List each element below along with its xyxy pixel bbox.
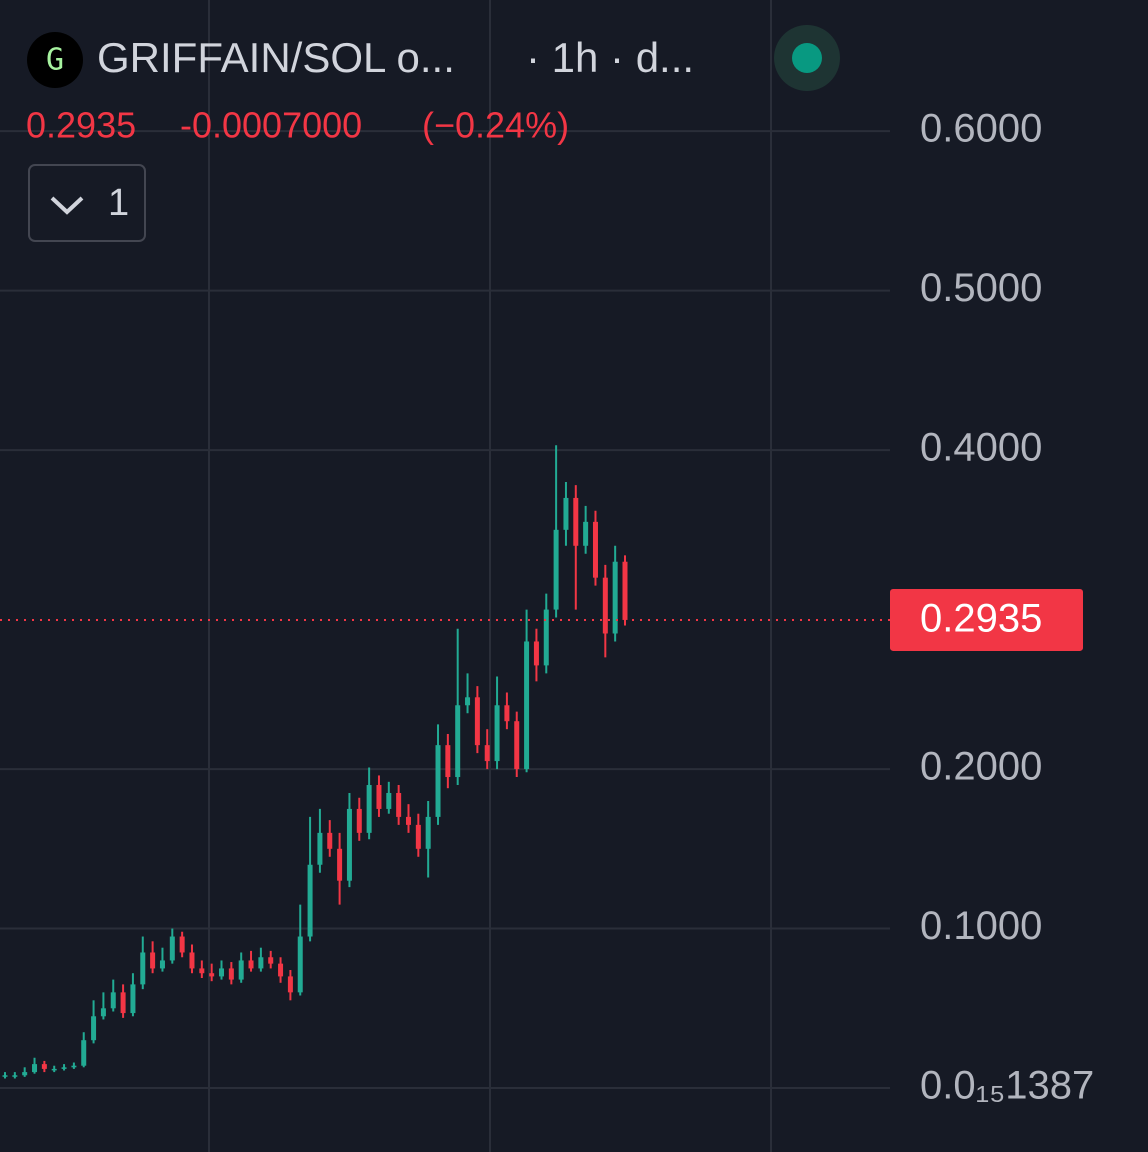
interval: · 1h · d...	[526, 34, 694, 81]
y-tick-label: 0.2000	[920, 745, 1042, 789]
candle-body	[51, 1068, 57, 1071]
candle-body	[356, 808, 362, 833]
candle-body	[327, 832, 333, 849]
price-change-percent: (−0.24%)	[422, 105, 569, 146]
candle-body	[238, 960, 244, 980]
candle-body	[228, 968, 234, 980]
candle-body	[524, 641, 530, 770]
candle-body	[219, 968, 225, 977]
candle-body	[415, 824, 421, 849]
candle-body	[435, 745, 441, 817]
candle-body	[297, 936, 303, 993]
candle-body	[110, 992, 116, 1009]
candle-body	[396, 792, 402, 817]
candle-body	[100, 1008, 106, 1017]
candle-body	[91, 1016, 97, 1041]
candle-body	[61, 1067, 67, 1069]
candle-body	[445, 745, 451, 778]
candle-body	[455, 705, 461, 778]
candle-body	[159, 960, 165, 969]
plot: 0.0₁₅1387 0.1000 0.2000 0.4000 0.5000 0.6000 0…	[0, 107, 1094, 1108]
candle-body	[199, 968, 205, 974]
y-tick-label: 0.5000	[920, 266, 1042, 310]
y-tick-label: 0.6000	[920, 107, 1042, 151]
candle-body	[494, 705, 500, 762]
candle-body	[543, 609, 549, 666]
candle-body	[209, 973, 215, 977]
candle-body	[366, 785, 372, 833]
candle-body	[533, 641, 539, 666]
candle-body	[41, 1064, 47, 1069]
candle-body	[268, 957, 274, 964]
price-change: -0.0007000	[180, 105, 362, 146]
candle-body	[484, 745, 490, 762]
y-tick-label: 0.1000	[920, 904, 1042, 948]
candle-body	[612, 561, 618, 634]
candle-body	[287, 976, 293, 993]
candle-body	[514, 721, 520, 770]
candle-body	[553, 529, 559, 610]
candle-body	[140, 952, 146, 985]
candle-body	[317, 832, 323, 865]
last-price: 0.2935	[26, 105, 136, 146]
candle-body	[307, 864, 313, 937]
candle-body	[474, 697, 480, 746]
candle-body	[189, 952, 195, 969]
candle-body	[425, 816, 431, 849]
chevron-icon	[50, 196, 84, 215]
status-dot	[792, 43, 822, 73]
candle-body	[504, 705, 510, 722]
candle-body	[346, 808, 352, 881]
indicator-count: 1	[108, 182, 129, 224]
candle-body	[405, 816, 411, 825]
logo-letter: G	[46, 43, 64, 78]
candle-body	[169, 936, 175, 961]
last-price-tag	[890, 588, 1083, 651]
y-tick-label: 0.0₁₅1387	[920, 1064, 1094, 1108]
candle-body	[12, 1075, 18, 1077]
candle-body	[81, 1040, 87, 1066]
symbol-title: GRIFFAIN/SOL o...	[97, 34, 455, 81]
candle-body	[2, 1075, 8, 1077]
candle-body	[583, 521, 589, 546]
candle-body	[150, 952, 156, 969]
candle-body	[573, 497, 579, 546]
candle-body	[622, 561, 628, 620]
candle-body	[386, 792, 392, 809]
candle-body	[258, 957, 264, 969]
indicator-toggle[interactable]	[28, 164, 146, 242]
candle-body	[592, 521, 598, 578]
candle-body	[465, 697, 471, 706]
last-price-label: 0.2935	[920, 597, 1042, 641]
y-tick-label: 0.4000	[920, 426, 1042, 470]
candle-body	[248, 960, 254, 969]
candle-body	[337, 848, 343, 881]
candle-body	[120, 992, 126, 1014]
candle-body	[130, 984, 136, 1014]
candle-body	[179, 936, 185, 953]
candle-body	[563, 497, 569, 530]
candle-body	[278, 963, 284, 977]
candle-body	[22, 1072, 28, 1076]
candle-body	[71, 1065, 77, 1068]
candle-body	[602, 577, 608, 634]
candle-body	[376, 785, 382, 809]
candle-body	[32, 1064, 38, 1073]
logo	[27, 32, 83, 88]
